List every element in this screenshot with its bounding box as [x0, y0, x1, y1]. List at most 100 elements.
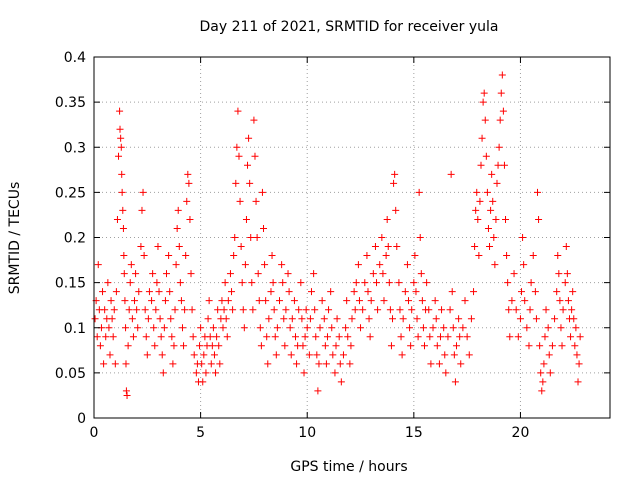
data-point [313, 351, 321, 359]
y-tick-label: 0.05 [55, 366, 86, 382]
data-point [270, 306, 278, 314]
data-point [224, 297, 232, 305]
data-point [102, 333, 110, 341]
data-point [210, 351, 218, 359]
data-point [369, 270, 377, 278]
data-point [484, 224, 492, 232]
data-point [279, 279, 287, 287]
data-point [153, 279, 161, 287]
data-point [129, 333, 137, 341]
data-point [481, 116, 489, 124]
data-point [441, 351, 449, 359]
data-point [346, 360, 354, 368]
data-point [498, 71, 506, 79]
data-point [307, 288, 315, 296]
data-point [236, 197, 244, 205]
data-point [482, 152, 490, 160]
data-point [151, 342, 159, 350]
data-point [354, 261, 362, 269]
data-point [197, 324, 205, 332]
x-tick-label: 5 [196, 425, 205, 441]
data-point [247, 234, 255, 241]
data-point [258, 188, 266, 196]
data-point [480, 89, 488, 97]
data-point [350, 288, 358, 296]
data-point [505, 306, 513, 314]
data-point [178, 324, 186, 332]
data-point [273, 324, 281, 332]
data-point [417, 270, 425, 278]
data-point [241, 261, 249, 269]
data-point [573, 351, 581, 359]
data-point [235, 152, 243, 160]
data-point [305, 351, 313, 359]
data-point [233, 143, 241, 151]
data-point [337, 378, 345, 386]
data-point [379, 270, 387, 278]
data-point [187, 270, 195, 278]
data-point [508, 297, 516, 305]
data-point [111, 360, 119, 368]
data-point [291, 333, 299, 341]
data-point [251, 152, 259, 160]
data-point [300, 369, 308, 377]
y-axis-label: SRMTID / TECUs [7, 182, 23, 295]
data-point [200, 351, 208, 359]
data-point [364, 288, 372, 296]
data-point [419, 324, 427, 332]
data-point [272, 351, 280, 359]
data-point [455, 315, 463, 323]
data-point [234, 107, 242, 115]
data-point [131, 297, 139, 305]
data-point [357, 324, 365, 332]
data-point [449, 324, 457, 332]
data-point [363, 252, 371, 260]
data-point [265, 315, 273, 323]
data-point [348, 315, 356, 323]
data-point [119, 206, 127, 214]
data-point [99, 288, 107, 296]
data-point [123, 391, 131, 399]
data-point [425, 306, 433, 314]
data-point [544, 324, 552, 332]
data-point [477, 161, 485, 169]
y-tick-label: 0 [77, 411, 86, 427]
data-point [322, 360, 330, 368]
data-point [399, 315, 407, 323]
data-point [545, 351, 553, 359]
data-point [561, 279, 569, 287]
data-point [214, 306, 222, 314]
data-point [488, 170, 496, 178]
data-point [284, 270, 292, 278]
data-point [281, 342, 289, 350]
data-point [520, 261, 528, 269]
data-point [542, 306, 550, 314]
data-point [174, 206, 182, 214]
data-point [249, 306, 257, 314]
data-point [339, 351, 347, 359]
data-point [155, 288, 163, 296]
data-point [145, 288, 153, 296]
data-point [378, 234, 386, 241]
data-point [124, 342, 132, 350]
data-point [132, 270, 140, 278]
data-point [367, 297, 375, 305]
data-point [396, 306, 404, 314]
data-point [177, 297, 185, 305]
data-point [118, 170, 126, 178]
data-point [344, 333, 352, 341]
data-point [451, 378, 459, 386]
data-point [471, 243, 479, 251]
data-point [263, 333, 271, 341]
data-point [463, 333, 471, 341]
data-point [254, 270, 262, 278]
data-point [514, 333, 522, 341]
data-point [122, 324, 130, 332]
data-point [278, 261, 286, 269]
data-point [392, 206, 400, 214]
data-point [423, 279, 431, 287]
data-point [512, 306, 520, 314]
data-point [486, 243, 494, 251]
x-tick-label: 0 [90, 425, 99, 441]
data-point [529, 252, 537, 260]
